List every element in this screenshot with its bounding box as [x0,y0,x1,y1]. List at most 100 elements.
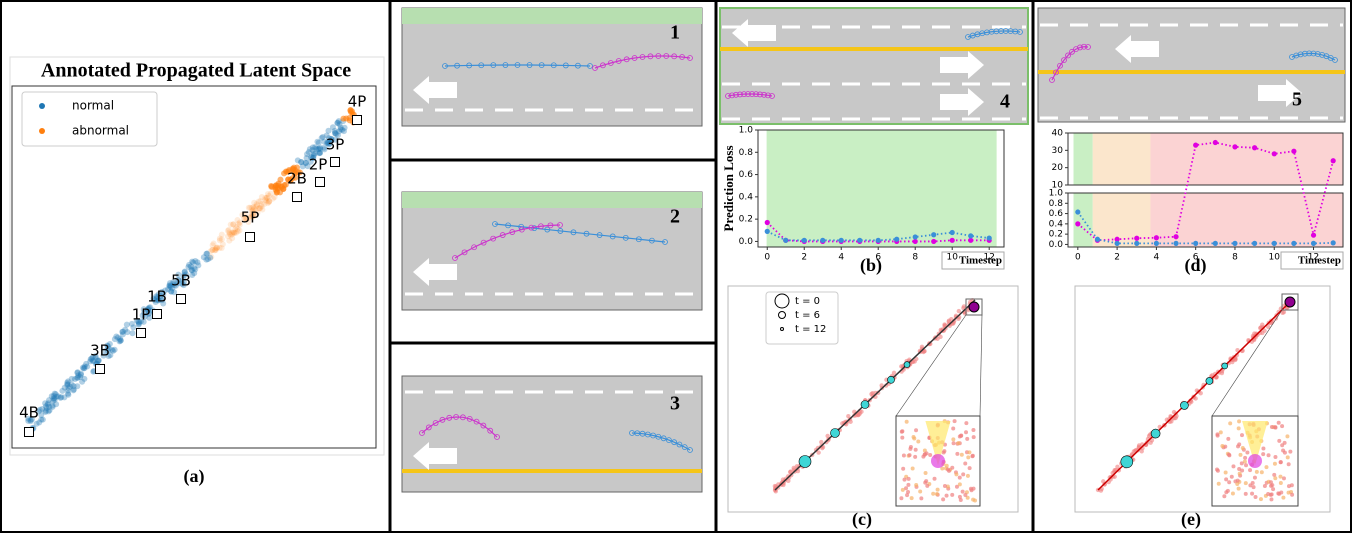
latent-point [268,184,274,190]
data-point [1252,241,1257,246]
data-point [765,220,770,225]
inset-point [1248,468,1252,472]
data-point [1075,209,1080,214]
inset-point [923,452,927,456]
y-tick-label: 0.0 [739,237,754,247]
inset-point [1269,493,1273,497]
y-tick-label: 30 [1052,146,1064,156]
inset-point [931,492,935,496]
inset-point [1282,476,1286,480]
x-tick-label: 2 [1114,253,1120,263]
annotation-marker [177,295,186,304]
inset-point [907,477,911,481]
inset-point [1285,434,1289,438]
data-point [1331,158,1336,163]
inset-point [952,441,956,445]
inset-point [951,437,955,441]
latent-point [316,140,322,146]
x-tick-label: 8 [1232,253,1238,263]
inset-point [1260,470,1264,474]
inset-point [1224,477,1228,481]
inset-point [1240,461,1244,465]
inset-point [1261,447,1265,451]
inset-point [958,476,962,480]
latent-point [315,146,321,152]
latent-point [334,120,340,126]
inset-point [966,455,970,459]
y-tick-label: 1.0 [1049,189,1064,199]
y-tick-label: 40 [1052,129,1064,139]
y-tick-label: 0.0 [1049,240,1064,250]
x-tick-label: 4 [838,253,844,263]
latent-point [61,394,67,400]
state-shading [1093,193,1151,247]
inset-point [972,435,976,439]
latent-point [253,201,259,207]
data-point [1134,241,1139,246]
inset-point [961,490,965,494]
panel-a-title: Annotated Propagated Latent Space [41,60,351,82]
y-tick-label: 0.2 [1049,230,1063,240]
legend-label: abnormal [72,124,129,138]
annotation-label: 5P [241,209,260,227]
inset-point [913,455,917,459]
x-tick-label: 4 [1154,253,1160,263]
inset-point [945,464,949,468]
x-axis-label: Timestep [1298,255,1341,267]
inset-point [1231,464,1235,468]
inset-point [905,420,909,424]
state-shading [1074,193,1093,247]
data-point [876,238,881,243]
inset-point [912,435,916,439]
trajectory-marker [904,362,910,368]
inset-point [1219,430,1223,434]
inset-point [923,481,927,485]
data-point [1331,240,1336,245]
inset-point [1220,444,1224,448]
inset-point [1217,482,1221,486]
data-point [1154,235,1159,240]
inset-point [1267,453,1271,457]
caption: (d) [1185,255,1207,276]
inset-point [1224,490,1228,494]
latent-point [270,196,276,202]
inset-point [1290,493,1294,497]
data-point [1232,144,1237,149]
inset-point [1236,479,1240,483]
inset-point [1224,471,1228,475]
latent-point [957,309,961,313]
inset-point [950,466,954,470]
latent-point [816,450,820,454]
y-tick-label: 0.4 [1049,219,1064,229]
inset-point [955,452,959,456]
latent-point [1174,416,1178,420]
caption: (a) [184,466,205,487]
y-tick-label: 0.8 [739,148,754,158]
inset-point [966,474,970,478]
inset-point [910,496,914,500]
inset-point [1288,450,1292,454]
data-point [857,238,862,243]
y-tick-label: 0.8 [1049,199,1064,209]
y-tick-label: 0.2 [739,215,753,225]
inset-point [1263,484,1267,488]
inset-point [1237,419,1241,423]
inset-point [958,482,962,486]
x-tick-label: 8 [912,253,918,263]
inset-point [1241,446,1245,450]
inset-point [1237,442,1241,446]
inset-point [919,496,923,500]
x-tick-label: 0 [764,253,770,263]
end-marker [969,302,979,312]
latent-point [330,124,336,130]
y-tick-label: 1.0 [739,126,754,136]
annotation-label: 4B [19,404,39,422]
inset-point [1283,441,1287,445]
inset-point [914,448,918,452]
inset-point [900,436,904,440]
trajectory-marker [861,401,869,409]
figure: Annotated Propagated Latent Space normal… [0,0,1352,533]
latent-point [274,186,280,192]
inset-point [950,493,954,497]
inset-point [951,427,955,431]
